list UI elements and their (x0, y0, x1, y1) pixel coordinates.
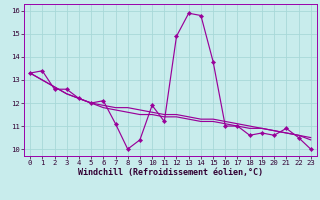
X-axis label: Windchill (Refroidissement éolien,°C): Windchill (Refroidissement éolien,°C) (78, 168, 263, 177)
